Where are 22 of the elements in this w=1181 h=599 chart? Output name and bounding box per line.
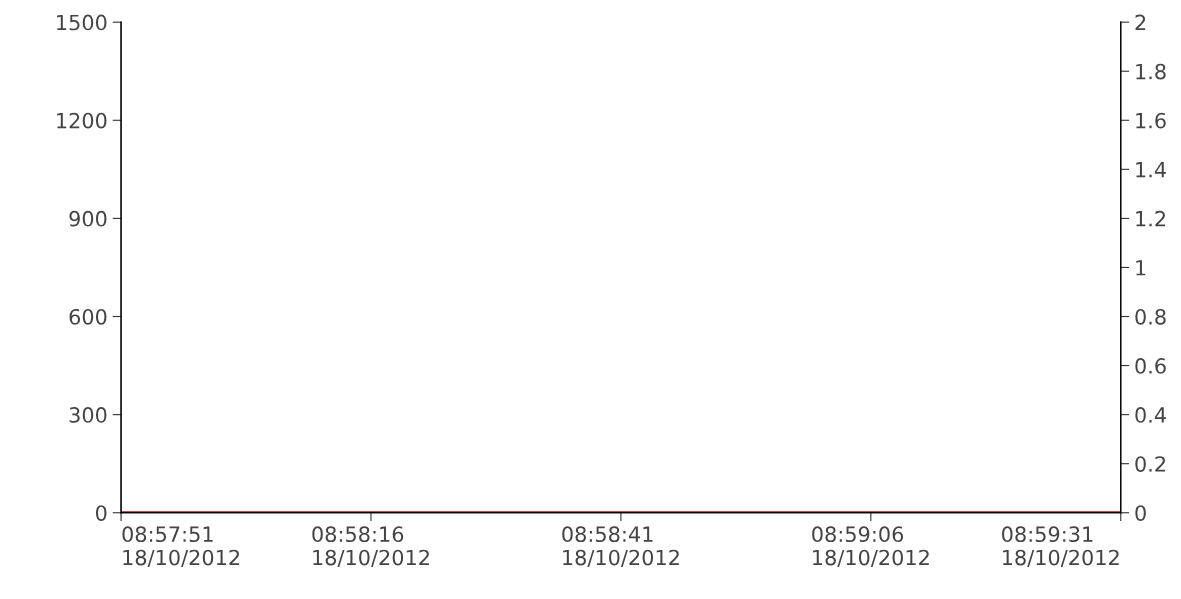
y2-tick-label: 0	[1135, 505, 1146, 521]
x-tick-label: 08:59:06 18/10/2012	[812, 526, 929, 568]
y2-tick-label: 1.8	[1136, 63, 1166, 80]
y2-tick-label: 1	[1136, 260, 1146, 276]
y2-tick-label: 0.2	[1135, 456, 1166, 472]
y2-tick-label: 1.2	[1136, 210, 1166, 227]
y2-tick-label: 0.8	[1135, 308, 1166, 325]
y-tick-label: 300	[69, 407, 107, 423]
y-tick-label: 900	[69, 210, 107, 227]
y-tick-label: 600	[69, 308, 107, 325]
x-tick-label: 08:59:31 18/10/2012	[1002, 526, 1119, 568]
y-tick-label: 1200	[57, 112, 107, 129]
x-tick-label: 08:58:41 18/10/2012	[562, 526, 679, 568]
y-tick-label: 1500	[57, 14, 107, 31]
x-tick-label: 08:58:16 18/10/2012	[312, 526, 429, 568]
y2-tick-label: 1.6	[1136, 112, 1166, 129]
y2-tick-label: 1.4	[1136, 162, 1166, 178]
y2-tick-label: 0.6	[1135, 358, 1166, 374]
y2-tick-label: 0.4	[1135, 407, 1166, 423]
y2-tick-label: 2	[1135, 14, 1146, 31]
x-tick-label: 08:57:51 18/10/2012	[122, 526, 240, 568]
y-tick-label: 0	[95, 505, 107, 521]
